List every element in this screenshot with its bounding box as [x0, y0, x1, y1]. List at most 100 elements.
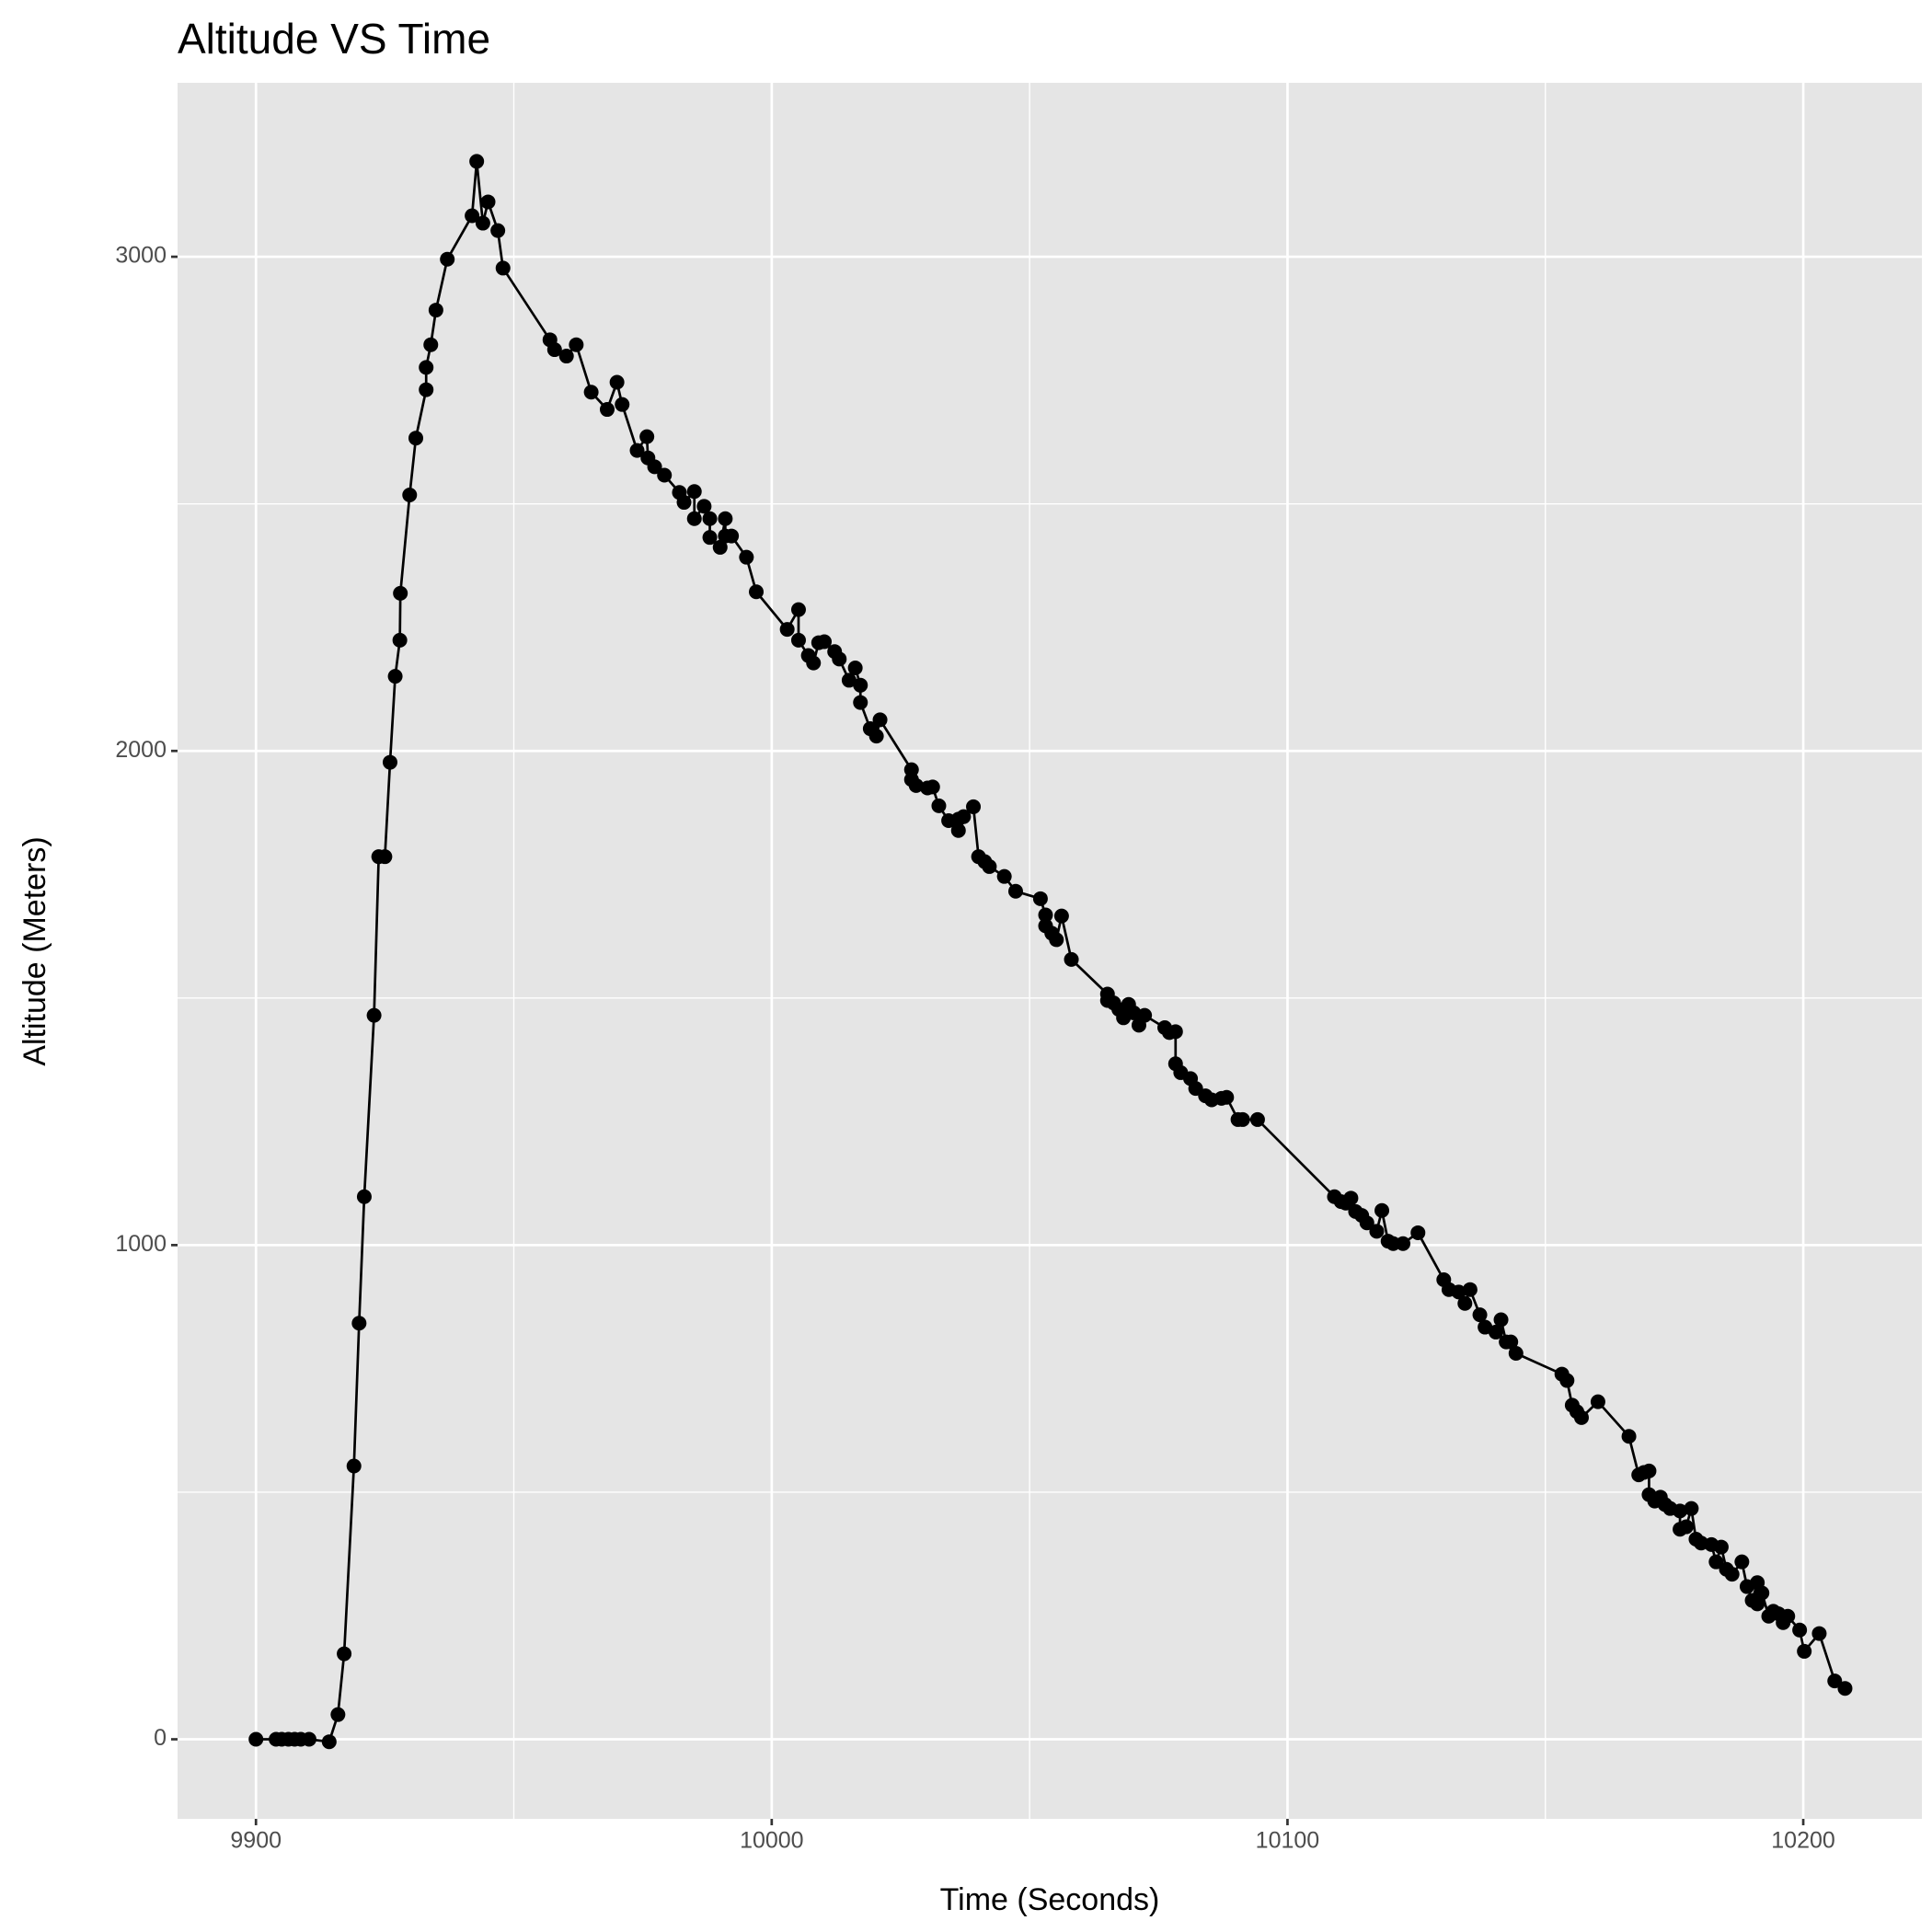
data-point — [301, 1731, 316, 1747]
data-point — [402, 487, 418, 502]
data-point — [1249, 1111, 1265, 1127]
x-tick-label: 10200 — [1771, 1828, 1835, 1854]
data-point — [1713, 1539, 1729, 1555]
data-point — [1038, 907, 1053, 923]
chart-title: Altitude VS Time — [178, 15, 490, 63]
data-point — [475, 215, 490, 231]
data-point — [1724, 1567, 1740, 1582]
x-tick-label: 10000 — [740, 1828, 804, 1854]
data-point — [1780, 1608, 1796, 1624]
data-point — [1007, 883, 1023, 899]
data-point — [1032, 891, 1048, 906]
data-point — [1049, 932, 1064, 948]
data-point — [1837, 1681, 1853, 1696]
data-point — [647, 459, 662, 475]
data-point — [702, 511, 718, 526]
data-point — [982, 858, 997, 874]
data-point — [1064, 951, 1079, 967]
data-point — [657, 467, 673, 483]
data-point — [724, 528, 740, 544]
data-point — [377, 849, 393, 865]
data-point — [1235, 1111, 1250, 1127]
data-point — [1374, 1202, 1390, 1218]
data-point — [853, 695, 868, 710]
data-point — [931, 798, 947, 813]
data-point — [1673, 1503, 1688, 1519]
data-point — [966, 799, 982, 814]
data-point — [469, 154, 485, 169]
data-point — [868, 729, 884, 744]
data-point — [639, 429, 655, 444]
data-point — [1219, 1089, 1235, 1105]
data-point — [423, 337, 439, 352]
y-tick-label: 2000 — [115, 737, 167, 763]
data-point — [337, 1646, 352, 1662]
data-point — [490, 223, 506, 238]
data-point — [351, 1316, 367, 1331]
data-point — [1811, 1626, 1827, 1641]
data-point — [1797, 1643, 1812, 1659]
data-point — [925, 779, 940, 795]
data-point — [676, 495, 692, 511]
data-point — [1462, 1282, 1478, 1297]
data-point — [440, 251, 455, 267]
data-point — [1754, 1585, 1770, 1601]
data-point — [1621, 1429, 1637, 1444]
data-point — [1708, 1554, 1724, 1570]
data-point — [1573, 1409, 1589, 1425]
data-point — [465, 208, 480, 224]
data-point — [419, 360, 434, 375]
data-point — [387, 669, 403, 684]
data-point — [832, 651, 847, 667]
data-point — [1827, 1673, 1843, 1689]
data-point — [330, 1707, 346, 1722]
data-point — [615, 397, 630, 412]
data-point — [382, 754, 397, 770]
data-point — [408, 431, 424, 446]
data-point — [1678, 1519, 1694, 1535]
data-point — [1451, 1284, 1466, 1300]
data-point — [956, 809, 972, 824]
data-point — [841, 673, 857, 688]
data-point — [366, 1007, 382, 1023]
y-axis-title: Altitude (Meters) — [17, 836, 52, 1065]
data-point — [1137, 1007, 1153, 1023]
data-point — [346, 1458, 362, 1474]
data-point — [702, 530, 718, 546]
x-tick-label: 10100 — [1256, 1828, 1320, 1854]
data-point — [686, 484, 702, 500]
data-point — [356, 1189, 372, 1204]
data-point — [1053, 908, 1069, 924]
data-point — [569, 337, 584, 352]
data-point — [392, 632, 408, 648]
data-point — [686, 511, 702, 526]
data-point — [1493, 1312, 1509, 1328]
data-point — [248, 1731, 264, 1747]
data-point — [1508, 1346, 1524, 1362]
data-point — [817, 634, 833, 650]
data-point — [1641, 1463, 1657, 1478]
data-point — [950, 822, 966, 838]
data-point — [321, 1734, 337, 1750]
data-point — [749, 584, 765, 600]
data-point — [599, 402, 615, 418]
data-point — [609, 374, 625, 390]
data-point — [1472, 1307, 1488, 1323]
data-point — [806, 655, 822, 671]
data-point — [696, 499, 712, 514]
x-axis-title: Time (Seconds) — [940, 1882, 1160, 1917]
data-point — [629, 443, 645, 458]
data-point — [853, 677, 868, 693]
data-point — [1396, 1236, 1411, 1251]
data-point — [558, 349, 574, 364]
data-point — [790, 602, 806, 617]
data-point — [739, 549, 754, 565]
data-point — [1488, 1324, 1503, 1340]
data-point — [1457, 1295, 1473, 1311]
data-point — [790, 632, 806, 648]
data-point — [1590, 1394, 1605, 1409]
data-point — [718, 511, 733, 526]
data-point — [583, 385, 599, 400]
data-point — [495, 260, 511, 276]
